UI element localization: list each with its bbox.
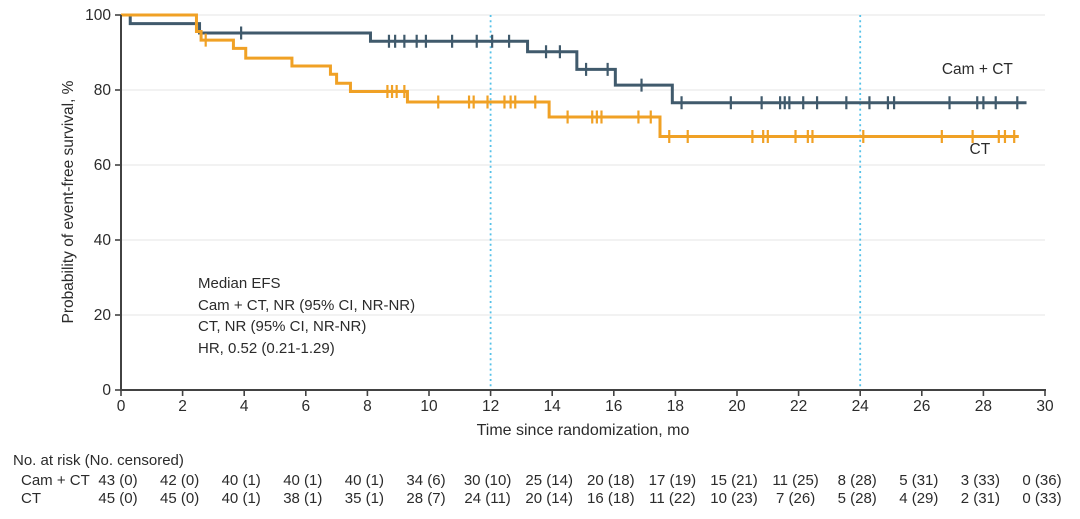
risk-value: 35 (1) <box>344 490 384 507</box>
x-tick-label: 22 <box>790 398 807 415</box>
x-tick-label: 12 <box>482 398 499 415</box>
risk-value: 20 (18) <box>587 472 635 489</box>
risk-value: 43 (0) <box>98 472 138 489</box>
y-tick-label: 60 <box>94 157 112 174</box>
risk-value: 16 (18) <box>587 490 635 507</box>
y-tick-label: 20 <box>94 307 112 324</box>
series-label-ct: CT <box>970 141 991 158</box>
risk-value: 34 (6) <box>406 472 446 489</box>
x-tick-label: 2 <box>178 398 187 415</box>
risk-value: 5 (28) <box>837 490 877 507</box>
risk-row-label: CT <box>21 490 41 507</box>
risk-value: 40 (1) <box>221 472 261 489</box>
annotation-line-cam-ct: Cam + CT, NR (95% CI, NR-NR) <box>198 296 416 314</box>
survival-curve-ct <box>121 13 1019 138</box>
x-tick-label: 6 <box>301 398 310 415</box>
risk-value: 10 (23) <box>710 490 758 507</box>
x-tick-label: 8 <box>363 398 372 415</box>
risk-value: 5 (31) <box>899 472 939 489</box>
risk-value: 4 (29) <box>899 490 939 507</box>
risk-value: 45 (0) <box>98 490 138 507</box>
risk-value: 38 (1) <box>283 490 323 507</box>
risk-value: 3 (33) <box>960 472 1000 489</box>
risk-value: 8 (28) <box>837 472 877 489</box>
risk-row-label: Cam + CT <box>21 472 90 489</box>
y-tick-label: 40 <box>94 232 112 249</box>
x-tick-label: 20 <box>728 398 746 415</box>
risk-value: 15 (21) <box>710 472 758 489</box>
risk-value: 45 (0) <box>160 490 200 507</box>
x-tick-label: 28 <box>975 398 992 415</box>
x-tick-label: 4 <box>240 398 249 415</box>
x-axis-title: Time since randomization, mo <box>476 422 690 439</box>
risk-value: 28 (7) <box>406 490 446 507</box>
risk-value: 11 (22) <box>649 490 696 507</box>
risk-value: 30 (10) <box>463 472 512 489</box>
x-tick-label: 18 <box>667 398 684 415</box>
risk-value: 2 (31) <box>960 490 1000 507</box>
risk-value: 0 (36) <box>1022 472 1062 489</box>
risk-value: 7 (26) <box>776 490 816 507</box>
risk-value: 40 (1) <box>344 472 384 489</box>
risk-value: 20 (14) <box>525 490 573 507</box>
annotation-line-hr: HR, 0.52 (0.21-1.29) <box>198 339 335 357</box>
risk-value: 42 (0) <box>160 472 200 489</box>
risk-value: 17 (19) <box>648 472 697 489</box>
x-tick-label: 14 <box>544 398 562 415</box>
y-tick-label: 0 <box>102 382 111 399</box>
survival-curve-cam-ct <box>121 13 1027 105</box>
x-tick-label: 26 <box>913 398 930 415</box>
y-tick-label: 100 <box>85 7 111 24</box>
risk-value: 0 (33) <box>1022 490 1062 507</box>
risk-table-title: No. at risk (No. censored) <box>13 452 184 469</box>
y-axis-title: Probability of event-free survival, % <box>60 80 77 324</box>
x-tick-label: 10 <box>420 398 438 415</box>
risk-value: 40 (1) <box>283 472 323 489</box>
risk-value: 25 (14) <box>525 472 573 489</box>
x-tick-label: 16 <box>605 398 622 415</box>
risk-value: 40 (1) <box>221 490 261 507</box>
annotation-line-ct: CT, NR (95% CI, NR-NR) <box>198 318 367 335</box>
y-tick-label: 80 <box>94 82 112 99</box>
annotation-line-median-efs: Median EFS <box>198 275 281 292</box>
median-efs-annotation: Median EFS Cam + CT, NR (95% CI, NR-NR) … <box>198 273 415 359</box>
risk-value: 24 (11) <box>464 490 511 507</box>
series-label-cam-ct: Cam + CT <box>942 61 1014 78</box>
x-tick-label: 30 <box>1036 398 1054 415</box>
x-tick-label: 24 <box>852 398 870 415</box>
x-tick-label: 0 <box>117 398 126 415</box>
risk-value: 11 (25) <box>772 472 819 489</box>
